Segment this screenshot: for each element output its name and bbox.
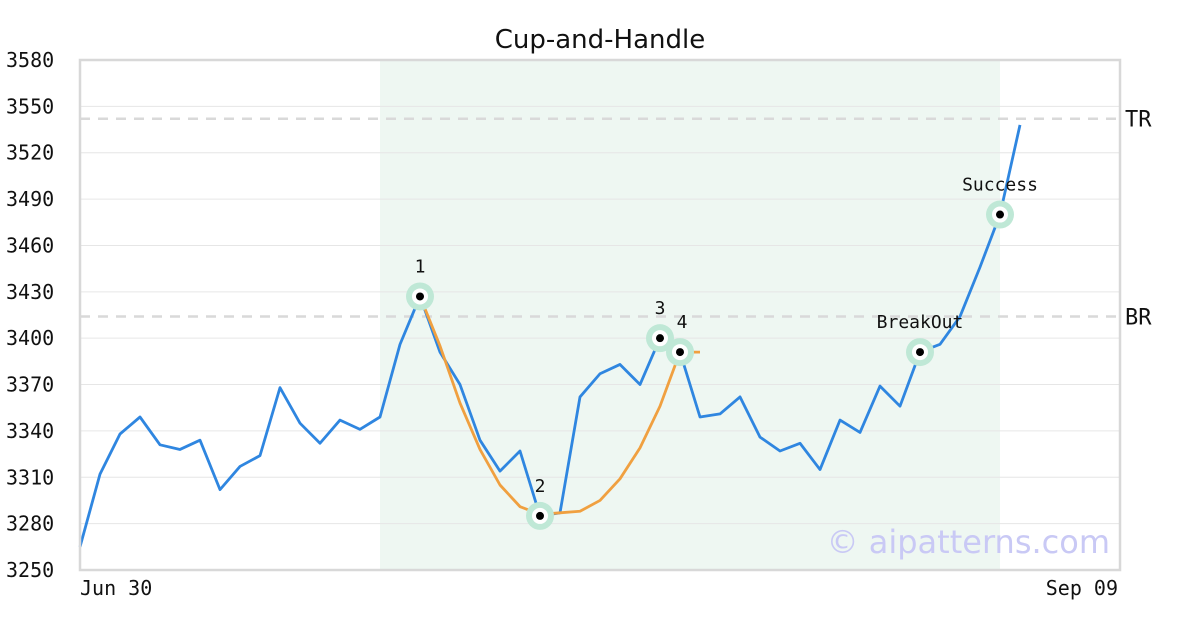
chart-title: Cup-and-Handle — [495, 25, 706, 55]
marker-dot — [676, 348, 684, 357]
marker-dot — [916, 348, 924, 357]
y-tick-label: 3550 — [6, 94, 54, 118]
y-tick-label: 3490 — [6, 187, 54, 211]
cup-fit-line — [418, 295, 700, 516]
x-tick-label: Jun 30 — [80, 576, 152, 600]
y-tick-label: 3430 — [6, 280, 54, 304]
y-tick-label: 3340 — [6, 419, 54, 443]
pattern-shaded-region — [380, 60, 1000, 570]
y-tick-label: 3280 — [6, 512, 54, 536]
annotation-label: 3 — [655, 298, 666, 319]
y-tick-label: 3250 — [6, 558, 54, 582]
marker-dot — [416, 292, 424, 301]
watermark: © aipatterns.com — [827, 523, 1110, 561]
y-tick-label: 3460 — [6, 233, 54, 257]
y-tick-label: 3580 — [6, 48, 54, 72]
x-tick-label: Sep 09 — [1046, 576, 1118, 600]
level-label-tr: TR — [1125, 108, 1152, 133]
marker-dot — [656, 334, 664, 343]
plot-frame — [78, 58, 1122, 572]
marker-dot — [996, 210, 1004, 219]
marker-dot — [536, 511, 544, 520]
annotation-label: 4 — [677, 312, 688, 333]
y-tick-label: 3520 — [6, 141, 54, 165]
level-label-br: BR — [1125, 306, 1152, 331]
y-tick-label: 3400 — [6, 326, 54, 350]
y-tick-label: 3370 — [6, 373, 54, 397]
annotation-label: Success — [962, 175, 1038, 196]
y-tick-label: 3310 — [6, 465, 54, 489]
annotation-label: 1 — [415, 256, 426, 277]
annotation-label: BreakOut — [877, 312, 964, 333]
annotation-label: 2 — [535, 476, 546, 497]
